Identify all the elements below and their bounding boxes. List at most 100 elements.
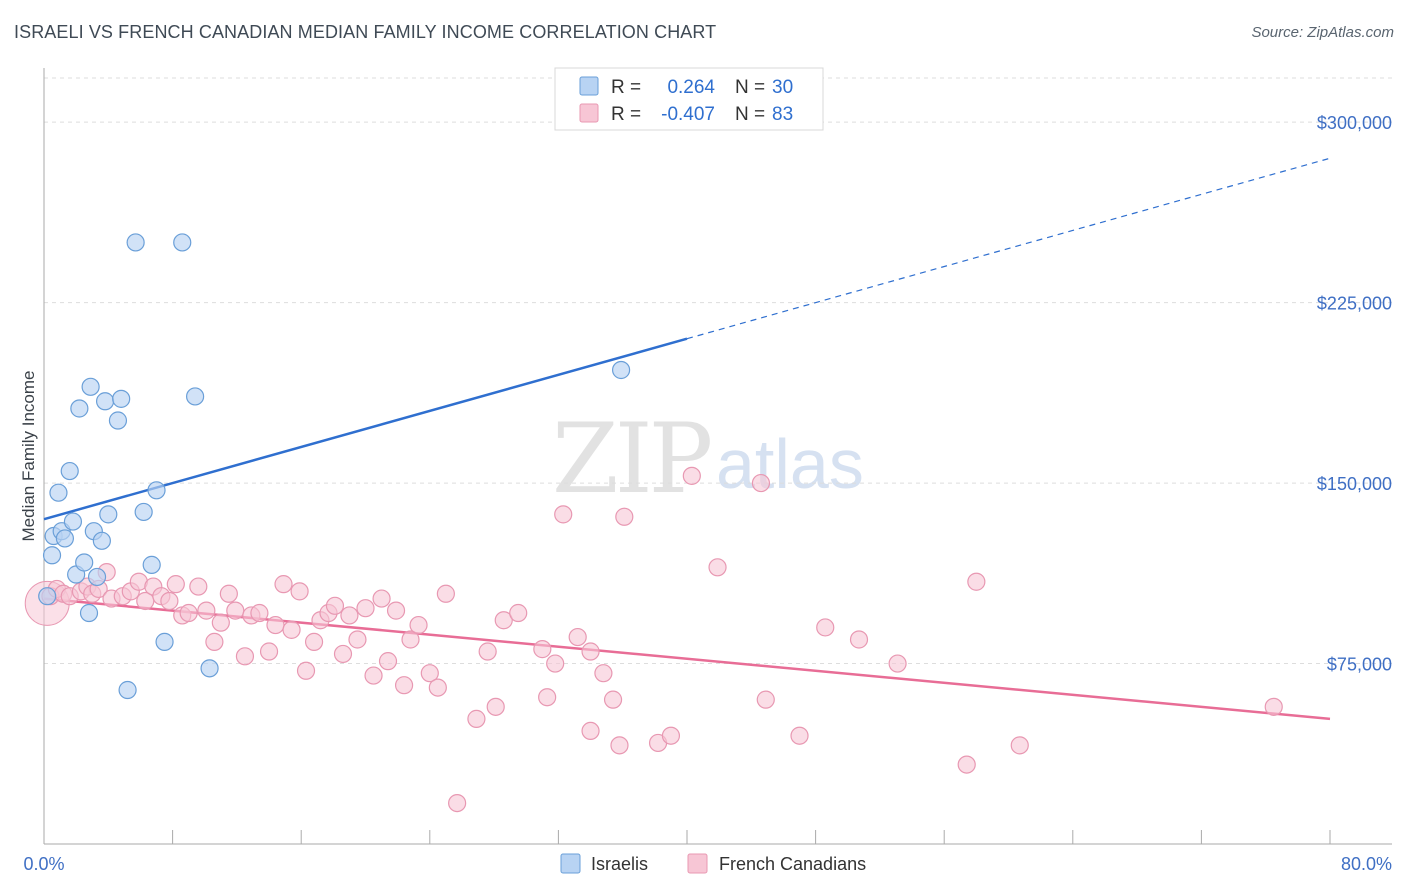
x-tick-label: 0.0% [23, 854, 64, 874]
legend-r-value-israelis: 0.264 [667, 77, 715, 98]
chart-title: ISRAELI VS FRENCH CANADIAN MEDIAN FAMILY… [14, 22, 717, 42]
data-point-israelis [99, 505, 118, 524]
y-tick-label: $300,000 [1317, 113, 1392, 133]
data-point-french [333, 644, 353, 664]
data-point-israelis [611, 360, 631, 380]
bottom-legend-french: French Canadians [719, 854, 866, 874]
data-point-french [386, 601, 406, 620]
data-point-israelis [112, 389, 131, 408]
data-point-french [509, 603, 528, 623]
data-point-israelis [70, 399, 89, 418]
bottom-swatch-french [687, 853, 708, 874]
bottom-swatch-israelis [560, 853, 581, 874]
data-point-french [197, 601, 216, 620]
data-point-french [340, 606, 359, 625]
data-point-french [888, 654, 907, 673]
data-point-french [610, 736, 629, 755]
legend-n-label-israelis: N = [735, 77, 765, 98]
watermark-atlas: atlas [716, 425, 864, 503]
data-point-french [348, 630, 367, 649]
data-point-french [219, 584, 238, 603]
data-point-israelis [79, 603, 99, 623]
x-tick-labels: 0.0% 80.0% [23, 854, 1392, 874]
data-point-french [448, 793, 467, 813]
data-point-french [436, 584, 455, 603]
data-point-french [296, 661, 316, 680]
legend-swatch-israelis [579, 76, 599, 96]
data-point-french [282, 620, 301, 639]
data-point-french [211, 613, 230, 632]
data-point-israelis [134, 502, 153, 522]
y-tick-labels: $75,000 $150,000 $225,000 $300,000 [1317, 113, 1392, 674]
data-point-french [790, 726, 809, 745]
data-point-french [226, 601, 245, 620]
x-tick-label: 80.0% [1341, 854, 1392, 874]
data-point-french [615, 507, 634, 526]
legend-n-value-israelis: 30 [772, 77, 793, 98]
data-point-french [581, 642, 600, 661]
data-point-french [378, 652, 398, 671]
data-point-french [160, 591, 179, 611]
correlation-legend: R = 0.264 N = 30 R = -0.407 N = 83 [554, 67, 824, 131]
data-point-french [478, 642, 497, 661]
data-point-israelis [49, 483, 68, 502]
data-point-french [751, 473, 771, 493]
data-point-french [467, 709, 486, 728]
data-point-french [356, 599, 375, 618]
data-point-french [235, 647, 255, 666]
data-point-french [259, 642, 279, 661]
data-point-french [756, 690, 775, 709]
data-point-french [179, 603, 198, 623]
data-point-israelis [118, 680, 137, 700]
y-tick-label: $150,000 [1317, 474, 1392, 494]
data-point-french [325, 596, 345, 615]
data-point-israelis [200, 659, 219, 678]
source-label: Source: ZipAtlas.com [1251, 24, 1394, 41]
data-point-israelis [63, 512, 83, 531]
data-point-israelis [126, 233, 145, 252]
data-point-french [494, 611, 513, 630]
data-point-israelis [60, 461, 79, 481]
data-point-french [428, 678, 447, 697]
data-point-israelis [155, 632, 174, 651]
data-point-french [568, 627, 587, 647]
data-point-french [372, 589, 391, 608]
legend-n-label-french: N = [735, 104, 765, 125]
legend-r-label-israelis: R = [611, 77, 641, 98]
data-point-french [250, 603, 269, 623]
data-point-french [554, 505, 573, 524]
data-point-french [394, 676, 414, 695]
data-point-french [409, 615, 428, 635]
legend-r-value-french: -0.407 [661, 104, 715, 125]
data-point-french [1010, 736, 1029, 755]
data-point-israelis [92, 531, 111, 550]
y-tick-label: $75,000 [1327, 655, 1392, 675]
legend-r-label-french: R = [611, 104, 641, 125]
data-point-israelis [95, 392, 115, 411]
series-legend: Israelis French Canadians [560, 853, 866, 874]
data-point-french [274, 575, 293, 594]
data-point-french [266, 615, 285, 635]
data-point-israelis [38, 587, 57, 606]
data-point-french [581, 721, 600, 741]
data-point-french [290, 582, 309, 601]
y-axis-title: Median Family Income [19, 370, 38, 541]
data-point-french [420, 664, 439, 683]
data-point-french [304, 632, 324, 651]
data-point-french [533, 640, 552, 659]
data-point-french [661, 726, 681, 745]
data-point-israelis [75, 553, 94, 572]
data-point-french [166, 575, 185, 594]
data-point-israelis [186, 387, 205, 406]
data-point-french [603, 690, 623, 709]
data-point-israelis [147, 481, 166, 500]
data-point-french [205, 632, 224, 651]
data-point-israelis [55, 529, 74, 548]
data-points [24, 233, 1283, 813]
data-point-french [816, 618, 835, 637]
axes [43, 68, 1392, 845]
data-point-french [189, 577, 208, 596]
legend-n-value-french: 83 [772, 104, 793, 125]
data-point-french [538, 688, 557, 707]
